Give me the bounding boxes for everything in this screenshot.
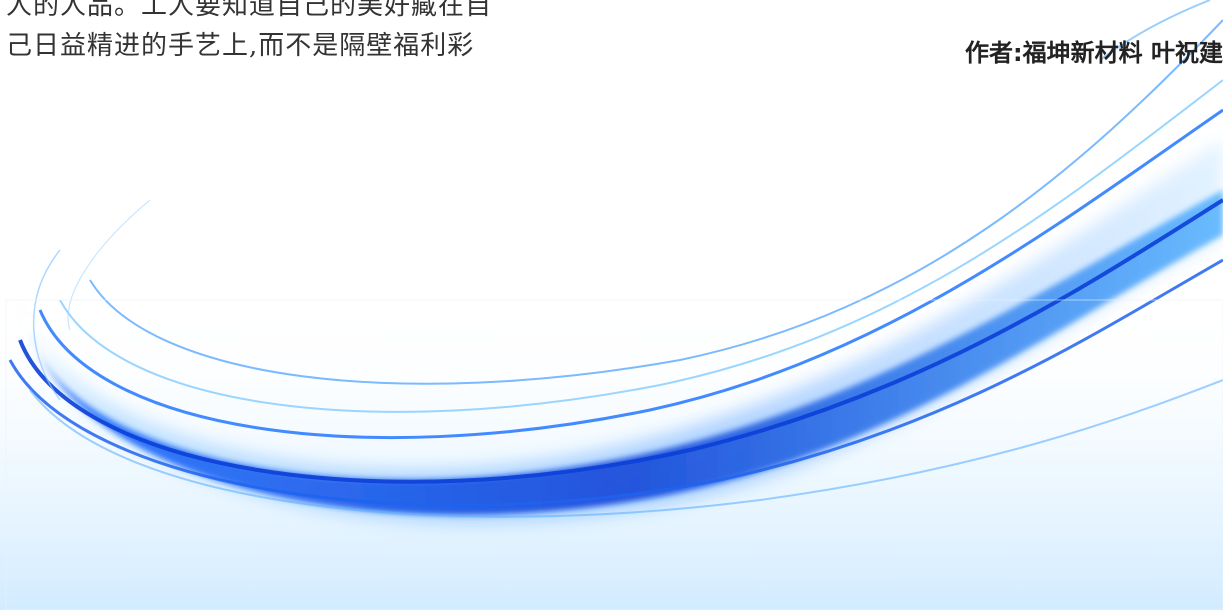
author-byline: 作者:福坤新材料 叶祝建: [965, 39, 1223, 67]
excerpt-line-2: 己日益精进的手艺上,而不是隔壁福利彩: [6, 31, 475, 61]
excerpt-line-1: 人的人品。工人要知道自己的美好藏在自: [6, 0, 493, 21]
article-excerpt: 人的人品。工人要知道自己的美好藏在自 己日益精进的手艺上,而不是隔壁福利彩: [6, 0, 492, 66]
